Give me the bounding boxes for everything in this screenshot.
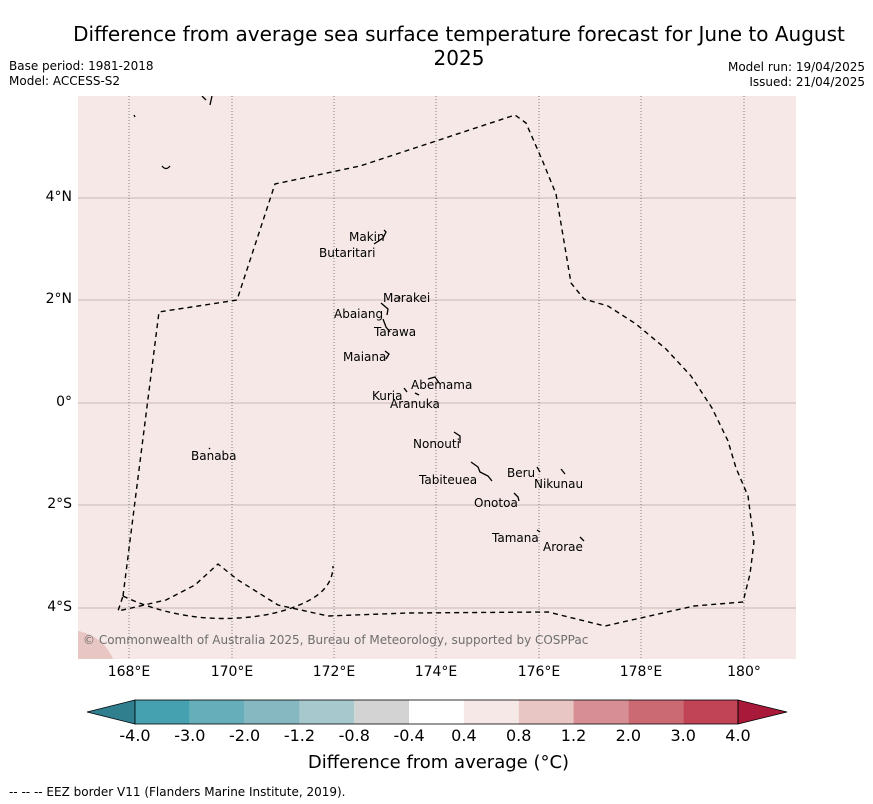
copyright-text: © Commonwealth of Australia 2025, Bureau…: [83, 633, 588, 647]
colorbar-tick-label: -1.2: [283, 726, 316, 745]
label-nonouti: Nonouti: [413, 437, 460, 451]
colorbar-tick-label: -3.0: [174, 726, 206, 745]
meta-left: Base period: 1981-2018 Model: ACCESS-S2: [9, 59, 154, 89]
colorbar-title: Difference from average (°C): [307, 752, 570, 773]
label-banaba: Banaba: [191, 449, 237, 463]
colorbar-segment: [628, 700, 684, 724]
colorbar-tick-label: 4.0: [725, 726, 751, 745]
label-onotoa: Onotoa: [474, 496, 518, 510]
label-maiana: Maiana: [343, 350, 386, 364]
eez-border: [116, 114, 755, 627]
label-kuria: Kuria: [372, 389, 403, 403]
lat-label-2s: 2°S: [47, 496, 72, 512]
lon-label-170e: 170°E: [210, 664, 254, 680]
label-arorae: Arorae: [543, 540, 583, 554]
label-abemama: Abemama: [411, 378, 472, 392]
colorbar: [86, 697, 788, 727]
label-abaiang: Abaiang: [334, 307, 383, 321]
label-marakei: Marakei: [383, 291, 430, 305]
label-nikunau: Nikunau: [534, 477, 583, 491]
label-makin: Makin: [349, 230, 385, 244]
colorbar-tick-label: 0.8: [505, 726, 532, 745]
label-tamana: Tamana: [491, 531, 539, 545]
issued-date: Issued: 21/04/2025: [749, 75, 865, 89]
label-beru: Beru: [507, 466, 535, 480]
colorbar-extend-low: [86, 699, 136, 725]
model-name: Model: ACCESS-S2: [9, 74, 121, 88]
colorbar-tick-label: -2.0: [229, 726, 261, 745]
lon-label-176e: 176°E: [517, 664, 561, 680]
lon-label-172e: 172°E: [312, 664, 356, 680]
colorbar-segment: [463, 700, 519, 724]
lat-label-2n: 2°N: [45, 291, 72, 307]
label-tabiteuea: Tabiteuea: [418, 473, 477, 487]
colorbar-tick-label: 3.0: [670, 726, 696, 745]
label-butaritari: Butaritari: [319, 246, 376, 260]
warm-anomaly-patch: [78, 631, 113, 659]
label-tarawa: Tarawa: [373, 325, 416, 339]
map-title: Difference from average sea surface temp…: [73, 22, 845, 70]
map-panel[interactable]: Makin Butaritari Marakei Abaiang Tarawa …: [78, 95, 796, 659]
lon-gridlines: [128, 96, 745, 659]
map-background: [78, 96, 796, 659]
colorbar-segment: [683, 700, 738, 724]
colorbar-segment: [409, 700, 464, 724]
colorbar-segment: [299, 700, 355, 724]
colorbar-tick-label: 2.0: [615, 726, 642, 745]
lon-label-174e: 174°E: [414, 664, 458, 680]
meta-right: Model run: 19/04/2025 Issued: 21/04/2025: [728, 60, 865, 90]
colorbar-tick-label: 1.2: [560, 726, 587, 745]
colorbar-svg: [86, 699, 788, 725]
colorbar-tick-label: 0.4: [451, 726, 477, 745]
footer-note: -- -- -- EEZ border V11 (Flanders Marine…: [9, 785, 346, 799]
model-run: Model run: 19/04/2025: [727, 60, 865, 74]
colorbar-segment: [354, 700, 410, 724]
colorbar-segment: [135, 700, 190, 724]
lat-gridlines: [78, 197, 796, 609]
colorbar-segment: [189, 700, 245, 724]
lon-label-180: 180°: [727, 664, 761, 680]
lat-label-0: 0°: [56, 394, 72, 410]
colorbar-segment: [573, 700, 629, 724]
map-svg: Makin Butaritari Marakei Abaiang Tarawa …: [78, 95, 796, 659]
base-period: Base period: 1981-2018: [9, 59, 154, 73]
lon-label-168e: 168°E: [107, 664, 151, 680]
colorbar-tick-label: -0.8: [338, 726, 370, 745]
label-aranuka: Aranuka: [390, 397, 440, 411]
colorbar-segment: [244, 700, 300, 724]
colorbar-tick-label: -4.0: [119, 726, 151, 745]
island-labels: Makin Butaritari Marakei Abaiang Tarawa …: [191, 230, 583, 554]
lat-label-4s: 4°S: [47, 599, 72, 615]
colorbar-tick-label: -0.4: [393, 726, 425, 745]
lat-label-4n: 4°N: [45, 189, 72, 205]
eez-border-south: [122, 565, 334, 620]
colorbar-extend-high: [737, 699, 788, 725]
island-shapes: [133, 95, 585, 542]
lon-label-178e: 178°E: [619, 664, 663, 680]
colorbar-frame: [134, 699, 739, 725]
colorbar-segment: [518, 700, 574, 724]
